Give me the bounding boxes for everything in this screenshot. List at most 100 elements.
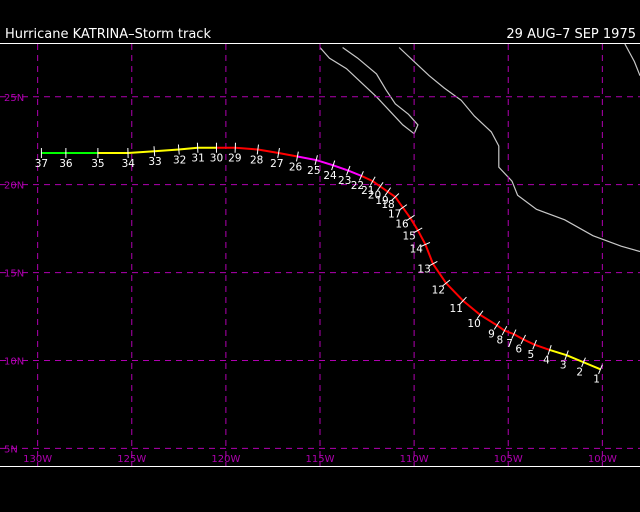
track-point-label: 13: [417, 264, 430, 276]
track-point-label: 32: [173, 154, 186, 166]
track-point-tick: [296, 151, 299, 162]
track-segment: [417, 229, 427, 245]
label-layer: 1234567891011121314151617181920212223242…: [35, 153, 600, 386]
track-segment: [394, 196, 404, 209]
map-title: Hurricane KATRINA–Storm track: [5, 27, 211, 42]
coastline-mexico-mainland: [398, 47, 640, 253]
track-segment: [496, 324, 506, 332]
track-point-tick: [314, 155, 318, 166]
track-segment: [583, 361, 601, 371]
track-point-label: 30: [210, 153, 223, 165]
coastline-baja-west: [319, 47, 415, 135]
track-point-label: 25: [307, 165, 320, 177]
track-point-tick: [547, 345, 552, 355]
track-point-label: 6: [515, 343, 522, 355]
track-segment: [127, 150, 155, 155]
track-segment: [549, 348, 567, 357]
track-segment: [278, 152, 298, 158]
track-point-tick: [564, 350, 569, 361]
lon-tick-label: 130W: [23, 454, 52, 465]
track-segment: [315, 159, 334, 167]
track-segment: [372, 180, 381, 188]
lon-tick-label: 115W: [306, 454, 335, 465]
track-point-tick: [358, 171, 364, 181]
track-point-label: 4: [543, 354, 550, 366]
footer-divider: [0, 466, 640, 467]
lon-tick-label: 105W: [494, 454, 523, 465]
track-point-tick: [369, 176, 376, 186]
track-point-label: 37: [35, 158, 48, 170]
track-segment: [360, 174, 374, 183]
track-point-label: 3: [560, 360, 567, 372]
track-layer: [40, 142, 603, 375]
grid-layer: 25N 20N 15N 10N 5N 130W 125W 120W 115W 110W 105W 10…: [0, 44, 640, 466]
track-point-label: 24: [323, 170, 337, 182]
track-point-label: 5: [528, 349, 535, 361]
track-segment: [432, 263, 447, 284]
track-point-label: 22: [351, 180, 364, 192]
track-point-tick: [391, 193, 400, 201]
track-point-label: 23: [338, 175, 351, 187]
lat-tick-label: 5N: [4, 444, 18, 455]
track-segment: [347, 169, 362, 177]
track-segment: [504, 329, 515, 336]
track-point-label: 16: [395, 219, 409, 231]
track-segment: [462, 299, 481, 316]
track-point-tick: [398, 204, 408, 211]
lon-tick-label: 100W: [588, 454, 617, 465]
lat-tick-label: 10N: [4, 357, 24, 368]
coastline-layer: [319, 43, 640, 253]
track-point-tick: [428, 260, 438, 267]
track-point-label: 2: [576, 366, 583, 378]
track-segment: [154, 148, 179, 153]
lon-tick-label: 110W: [400, 454, 429, 465]
track-point-tick: [598, 364, 603, 375]
lon-tick-label: 120W: [211, 454, 240, 465]
track-segment: [402, 206, 412, 219]
track-segment: [409, 217, 419, 231]
track-segment: [445, 282, 464, 302]
track-point-tick: [520, 334, 527, 345]
track-point-label: 21: [361, 185, 374, 197]
track-point-label: 11: [450, 303, 463, 315]
track-segment: [513, 333, 524, 341]
track-point-tick: [384, 187, 392, 197]
track-point-label: 33: [148, 156, 161, 168]
track-point-label: 12: [432, 284, 445, 296]
lat-tick-label: 25N: [4, 93, 24, 104]
track-segment: [387, 190, 396, 198]
track-segment: [332, 164, 349, 172]
track-point-tick: [581, 357, 586, 368]
track-point-tick: [153, 146, 156, 157]
track-point-tick: [405, 214, 415, 222]
track-point-tick: [376, 182, 384, 191]
track-segment: [257, 148, 279, 155]
header-divider: [0, 43, 640, 44]
track-point-label: 36: [59, 158, 73, 170]
track-point-label: 28: [250, 154, 263, 166]
track-point-label: 18: [381, 199, 394, 211]
track-point-tick: [346, 165, 351, 176]
track-point-label: 15: [403, 230, 416, 242]
lat-tick-label: 15N: [4, 269, 24, 280]
track-point-label: 35: [91, 158, 104, 170]
track-point-label: 19: [375, 195, 388, 207]
track-point-tick: [177, 144, 180, 155]
track-point-tick: [476, 310, 484, 320]
track-point-tick: [441, 279, 451, 287]
track-point-tick: [277, 148, 280, 159]
track-point-label: 9: [488, 329, 495, 341]
track-point-label: 20: [368, 190, 381, 202]
track-segment: [566, 354, 584, 364]
track-point-tick: [501, 325, 508, 336]
track-point-label: 27: [270, 158, 283, 170]
coastline-baja-east: [342, 47, 419, 134]
track-point-tick: [256, 144, 259, 155]
track-point-label: 29: [228, 153, 241, 165]
track-point-label: 1: [593, 374, 600, 386]
track-point-tick: [493, 320, 501, 330]
track-point-tick: [511, 329, 517, 339]
track-point-label: 8: [497, 334, 504, 346]
track-point-label: 14: [410, 244, 424, 256]
track-point-tick: [413, 227, 423, 234]
